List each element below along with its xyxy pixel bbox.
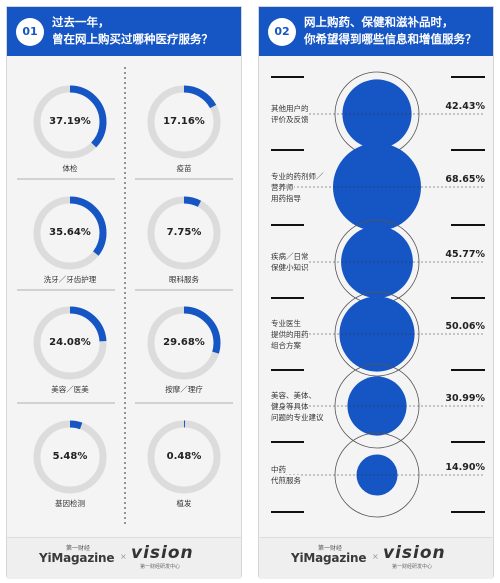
brand-separator: × <box>372 552 379 561</box>
donut-value: 7.75% <box>166 227 202 238</box>
donut-value: 37.19% <box>49 116 91 127</box>
donut-label: 美容／医美 <box>51 385 89 394</box>
panel-title-line: 你希望得到哪些信息和增值服务？ <box>304 32 477 46</box>
partner-logo: vision <box>131 543 194 563</box>
panel-medical-services: 01 过去一年， 曾在网上购买过哪种医疗服务？ 37.19% 体检 17.16% 疫苗… <box>6 6 242 579</box>
donut-value: 17.16% <box>163 116 205 127</box>
donut-arc <box>33 196 107 270</box>
bubble-label-line: 用药指导 <box>271 192 301 204</box>
panel-title: 网上购药、保健和滋补品时， 你希望得到哪些信息和增值服务？ <box>304 14 490 48</box>
panel-title-line: 网上购药、保健和滋补品时， <box>304 15 454 29</box>
donut-arc <box>147 85 221 159</box>
bubble-label-line: 代煎服务 <box>271 475 301 486</box>
panel-header: 01 过去一年， 曾在网上购买过哪种医疗服务？ <box>7 7 241 56</box>
footer-branding: 第一财经 YiMagazine × vision 第一财经研发中心 <box>259 537 493 579</box>
panel-number-badge: 01 <box>16 18 44 46</box>
bubble-label-line: 评价及反馈 <box>271 114 309 125</box>
donut-arc <box>147 306 221 380</box>
donut-label: 疫苗 <box>176 164 192 173</box>
donut-arc <box>33 306 107 380</box>
bubble-label-line: 疾病／日常 <box>271 251 309 262</box>
panel-title-line: 过去一年， <box>52 15 110 29</box>
donut-arc <box>33 420 107 494</box>
partner-subtitle: 第一财经研发中心 <box>140 564 181 570</box>
bubble-label-line: 其他用户的 <box>271 103 309 114</box>
brand-subtitle: 第一财经 <box>317 545 342 552</box>
brand-subtitle: 第一财经 <box>65 545 90 552</box>
donut-arc <box>147 196 221 270</box>
brand-logo: YiMagazine <box>291 551 367 565</box>
donut-label: 基因检测 <box>55 499 85 508</box>
panel-value-added-services: 02 网上购药、保健和滋补品时， 你希望得到哪些信息和增值服务？ 其他用户的 评价… <box>258 6 494 579</box>
bubble-label-line: 专业的药剂师／ <box>271 170 324 182</box>
bubble-label-line: 组合方案 <box>271 339 301 351</box>
bubble-value: 45.77% <box>445 249 485 260</box>
donut-arc <box>33 85 107 159</box>
bubble-label-line: 提供的用药 <box>271 328 309 340</box>
donut-label: 洗牙／牙齿护理 <box>43 275 97 284</box>
bubble-label-line: 问题的专业建议 <box>271 411 324 423</box>
bubble-value: 30.99% <box>445 393 485 404</box>
bubble-label-line: 营养师 <box>271 181 294 193</box>
panel-header: 02 网上购药、保健和滋补品时， 你希望得到哪些信息和增值服务？ <box>259 7 493 56</box>
bubble-label-line: 健身等具体 <box>271 400 309 412</box>
bubble-value: 14.90% <box>445 462 485 473</box>
panel-title-line: 曾在网上购买过哪种医疗服务？ <box>52 32 213 46</box>
bubble-value: 50.06% <box>445 321 485 332</box>
bubble-label-line: 保健小知识 <box>271 262 309 273</box>
bubble-label-line: 专业医生 <box>271 317 301 329</box>
brand-separator: × <box>120 552 127 561</box>
donut-value: 29.68% <box>163 337 205 348</box>
bubble-label-line: 美容、美体、 <box>271 389 316 401</box>
panel-title: 过去一年， 曾在网上购买过哪种医疗服务？ <box>52 14 238 48</box>
donut-label: 植发 <box>176 499 192 508</box>
bubble-chart <box>271 71 485 518</box>
donut-arc <box>147 420 221 494</box>
panel-number-badge: 02 <box>268 18 296 46</box>
brand-logo: YiMagazine <box>39 551 115 565</box>
donut-value: 0.48% <box>166 451 202 462</box>
donut-label: 眼科服务 <box>169 275 199 284</box>
bubble-value: 68.65% <box>445 174 485 185</box>
donut-value: 5.48% <box>52 451 88 462</box>
bubble-value: 42.43% <box>445 101 485 112</box>
donut-label: 体检 <box>62 164 78 173</box>
donut-value: 24.08% <box>49 337 91 348</box>
partner-logo: vision <box>383 543 446 563</box>
bubble-label-line: 中药 <box>271 464 286 475</box>
donut-label: 按摩／理疗 <box>165 385 203 394</box>
donut-value: 35.64% <box>49 227 91 238</box>
footer-branding: 第一财经 YiMagazine × vision 第一财经研发中心 <box>7 537 241 579</box>
donut-chart-grid <box>17 67 233 527</box>
partner-subtitle: 第一财经研发中心 <box>392 564 433 570</box>
